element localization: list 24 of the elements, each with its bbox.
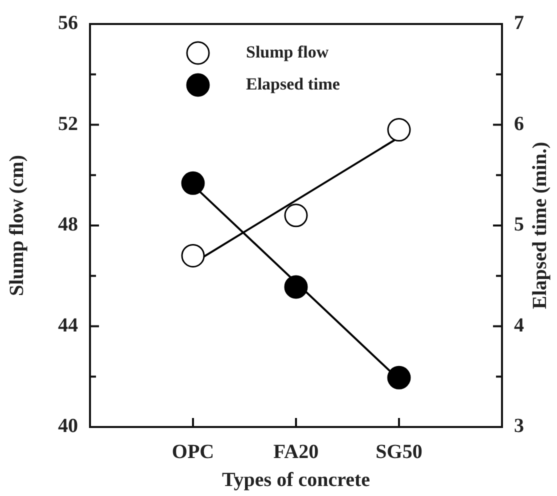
y-tick-label: 40: [58, 415, 78, 438]
x-tick-label: SG50: [376, 441, 422, 464]
x-axis-title: Types of concrete: [222, 469, 370, 492]
y2-tick-label: 3: [514, 415, 524, 438]
point: [181, 171, 205, 195]
y-tick-label: 52: [58, 112, 78, 135]
point: [387, 366, 411, 390]
legend-label: Elapsed time: [246, 74, 340, 94]
x-tick-label: OPC: [172, 441, 214, 464]
y-tick-label: 48: [58, 214, 78, 236]
y2-axis-title: Elapsed time (min.): [529, 142, 552, 310]
y-axis-title: Slump flow (cm): [6, 154, 28, 296]
y2-tick-label: 5: [514, 214, 524, 236]
y-tick-label: 56: [58, 12, 78, 34]
point: [181, 244, 205, 268]
y2-tick-label: 7: [514, 12, 524, 34]
y-tick-label: 44: [58, 314, 78, 336]
legend-label: Slump flow: [246, 42, 330, 62]
x-tick-label: FA20: [273, 441, 319, 464]
y2-tick-label: 6: [514, 112, 524, 135]
point: [387, 118, 411, 142]
y2-tick-label: 4: [514, 314, 524, 336]
point: [284, 204, 308, 228]
point: [284, 275, 308, 299]
